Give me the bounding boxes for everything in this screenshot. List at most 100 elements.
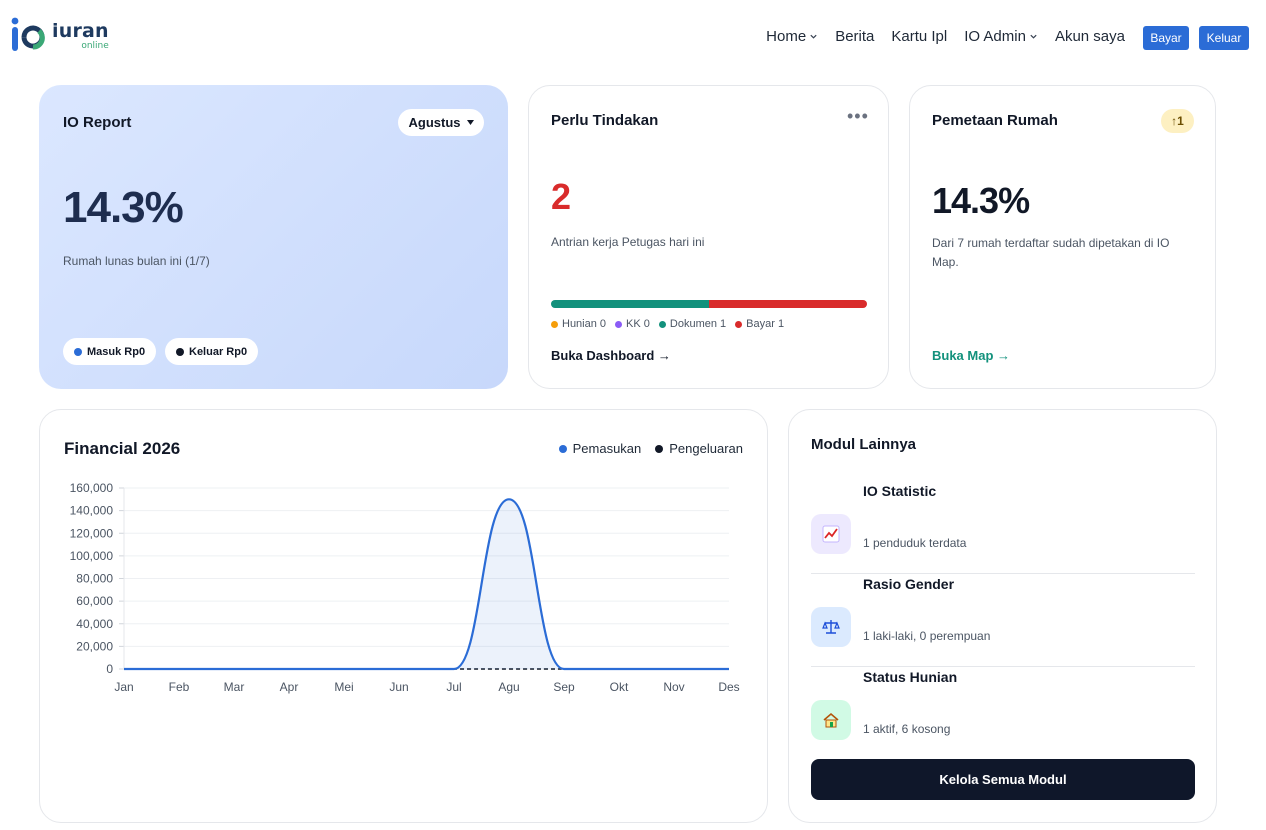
io-report-card: IO Report Agustus 14.3% Rumah lunas bula… [39, 85, 508, 389]
y-tick-label: 140,000 [70, 504, 114, 518]
action-subtitle: Antrian kerja Petugas hari ini [551, 235, 705, 249]
financial-card: Financial 2026 Pemasukan Pengeluaran 0 20… [39, 409, 768, 823]
legend-dokumen: Dokumen 1 [658, 318, 726, 330]
house-icon [811, 700, 851, 740]
legend-kk-label: KK 0 [626, 318, 650, 330]
y-tick-label: 120,000 [70, 526, 114, 540]
pengeluaran-dot-icon [655, 444, 664, 453]
module-io-statistic[interactable]: IO Statistic 1 penduduk terdata [811, 481, 1195, 574]
legend-pengeluaran-label: Pengeluaran [669, 441, 743, 456]
main-menu: Home Berita Kartu Ipl IO Admin Akun saya [766, 28, 1125, 45]
nav-kartu-ipl[interactable]: Kartu Ipl [891, 28, 947, 45]
module-title: IO Statistic [863, 483, 937, 499]
x-tick-label: Feb [169, 680, 190, 694]
perlu-tindakan-title: Perlu Tindakan [551, 112, 659, 129]
y-tick-label: 80,000 [76, 572, 113, 586]
nav-home[interactable]: Home [766, 28, 818, 45]
legend-hunian: Hunian 0 [551, 318, 606, 330]
pemasukan-dot-icon [558, 444, 567, 453]
action-progress-bar [551, 300, 867, 308]
legend-pemasukan-label: Pemasukan [572, 441, 642, 456]
nav-berita[interactable]: Berita [835, 28, 874, 45]
modul-lainnya-card: Modul Lainnya IO Statistic 1 penduduk te… [788, 409, 1217, 823]
legend-hunian-label: Hunian 0 [562, 318, 607, 330]
series-line-pemasukan [124, 498, 729, 671]
masuk-chip: Masuk Rp0 [63, 338, 157, 365]
nav-io-admin[interactable]: IO Admin [964, 28, 1038, 45]
financial-legend: Pemasukan Pengeluaran [558, 441, 743, 456]
module-subtitle: 1 penduduk terdata [863, 536, 967, 550]
month-dropdown-value: Agustus [408, 115, 461, 130]
module-rasio-gender[interactable]: Rasio Gender 1 laki-laki, 0 perempuan [811, 574, 1195, 667]
report-percent: 14.3% [63, 183, 184, 232]
legend-kk: KK 0 [615, 318, 650, 330]
action-legend: Hunian 0 KK 0 Dokumen 1 Bayar 1 [551, 318, 784, 330]
map-subtitle: Dari 7 rumah terdaftar sudah dipetakan d… [932, 236, 1170, 269]
x-tick-label: Jun [389, 680, 408, 694]
kk-dot-icon [615, 320, 623, 328]
nav-akun-saya-label: Akun saya [1054, 28, 1125, 45]
chevron-down-icon [1030, 34, 1037, 39]
action-count: 2 [551, 176, 571, 217]
module-title: Status Hunian [863, 669, 958, 685]
module-subtitle: 1 laki-laki, 0 perempuan [863, 629, 991, 643]
hunian-dot-icon [551, 320, 558, 328]
keluar-chip: Keluar Rp0 [165, 338, 259, 365]
buka-dashboard-link[interactable]: Buka Dashboard → [551, 348, 671, 363]
x-tick-label: Jan [114, 680, 133, 694]
financial-line-chart: 0 20,000 40,000 60,000 80,000 100,000 120,000 1… [70, 481, 740, 694]
y-tick-label: 100,000 [70, 549, 114, 563]
kelola-semua-modul-button[interactable]: Kelola Semua Modul [811, 759, 1195, 800]
masuk-chip-label: Masuk Rp0 [87, 345, 146, 358]
pemetaan-rumah-card: Pemetaan Rumah ↑1 14.3% Dari 7 rumah ter… [909, 85, 1216, 389]
buka-map-link[interactable]: Buka Map → [932, 348, 1011, 363]
keluar-button[interactable]: Keluar [1199, 26, 1249, 50]
legend-bayar: Bayar 1 [735, 318, 784, 330]
x-tick-label: Nov [663, 680, 684, 694]
y-tick-label: 0 [106, 662, 113, 676]
more-options-icon[interactable]: ••• [847, 106, 869, 126]
perlu-tindakan-card: Perlu Tindakan ••• 2 Antrian kerja Petug… [528, 85, 889, 389]
keluar-dot-icon [176, 347, 184, 356]
brand-tagline: online [81, 41, 109, 51]
report-subtitle: Rumah lunas bulan ini (1/7) [63, 254, 210, 268]
keluar-chip-label: Keluar Rp0 [189, 345, 248, 358]
caret-down-icon [466, 120, 474, 125]
module-status-hunian[interactable]: Status Hunian 1 aktif, 6 kosong [811, 667, 1195, 760]
masuk-dot-icon [74, 347, 82, 356]
x-tick-label: Des [718, 680, 739, 694]
brand-name: iuran [52, 20, 109, 42]
x-tick-label: Okt [610, 680, 629, 694]
module-title: Rasio Gender [863, 576, 955, 592]
bayar-button[interactable]: Bayar [1143, 26, 1189, 50]
nav-akun-saya[interactable]: Akun saya [1055, 28, 1125, 45]
nav-berita-label: Berita [835, 28, 875, 45]
nav-home-label: Home [766, 28, 807, 45]
x-tick-label: Jul [446, 680, 461, 694]
bayar-dot-icon [735, 320, 743, 328]
module-subtitle: 1 aktif, 6 kosong [863, 722, 951, 736]
brand-logo[interactable]: iuran online [10, 17, 109, 57]
map-badge: ↑1 [1161, 109, 1194, 133]
x-tick-label: Sep [553, 680, 575, 694]
legend-pemasukan[interactable]: Pemasukan [558, 441, 642, 456]
x-tick-label: Mar [224, 680, 245, 694]
scale-icon [811, 607, 851, 647]
chevron-down-icon [810, 34, 817, 39]
chart-up-icon [811, 514, 851, 554]
bayar-progress-segment [709, 300, 867, 308]
y-tick-label: 160,000 [70, 481, 114, 495]
dokumen-dot-icon [658, 320, 666, 328]
dokumen-progress-segment [551, 300, 709, 308]
month-dropdown[interactable]: Agustus [398, 109, 484, 136]
financial-title: Financial 2026 [64, 439, 181, 458]
nav-io-admin-label: IO Admin [964, 28, 1026, 45]
y-tick-label: 60,000 [76, 594, 113, 608]
legend-bayar-label: Bayar 1 [746, 318, 785, 330]
x-tick-label: Apr [280, 680, 299, 694]
x-tick-label: Mei [334, 680, 353, 694]
y-tick-label: 40,000 [76, 617, 113, 631]
iuran-logo-icon [11, 17, 45, 51]
legend-pengeluaran[interactable]: Pengeluaran [655, 441, 743, 456]
navbar: iuran online Home Berita Kartu Ipl IO Ad… [0, 0, 1266, 76]
